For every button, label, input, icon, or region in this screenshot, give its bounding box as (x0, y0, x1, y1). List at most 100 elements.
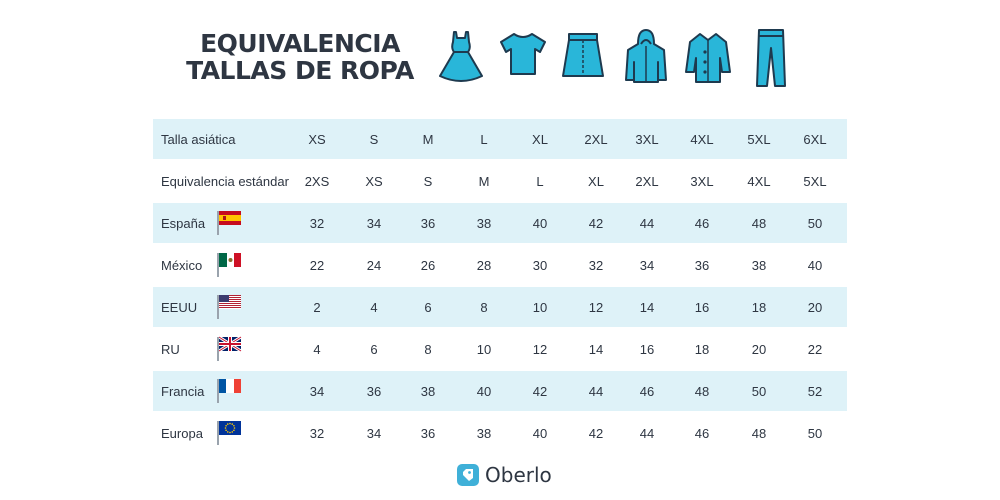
page-title: EQUIVALENCIA TALLAS DE ROPA (180, 30, 420, 84)
table-row: España 32 34 36 38 40 42 44 46 48 50 (153, 203, 847, 243)
title-line-2: TALLAS DE ROPA (186, 56, 414, 85)
table-cell: 4 (370, 299, 378, 315)
table-cell: 50 (751, 383, 767, 399)
table-cell: 14 (588, 341, 604, 357)
table-row: México 22 24 26 28 30 32 34 36 38 40 (153, 243, 847, 287)
row-label: Europa (161, 425, 203, 441)
flag-usa-icon (216, 293, 244, 326)
table-cell: 20 (751, 341, 767, 357)
skirt-icon (562, 33, 604, 77)
table-row: RU 4 6 8 10 12 14 16 18 20 22 (153, 327, 847, 371)
table-cell: 12 (588, 299, 604, 315)
table-row: Francia 34 36 38 40 42 44 46 48 50 52 (153, 371, 847, 411)
table-cell: 32 (309, 215, 325, 231)
hoodie-icon (625, 29, 667, 83)
table-cell: 2XL (584, 131, 608, 147)
table-cell: 12 (532, 341, 548, 357)
row-label: Francia (161, 383, 205, 399)
table-cell: 10 (476, 341, 492, 357)
table-cell: 34 (309, 383, 325, 399)
table-cell: XL (588, 173, 604, 189)
table-cell: 2 (313, 299, 321, 315)
table-cell: 36 (420, 215, 436, 231)
coat-icon (685, 33, 731, 83)
flag-uk-icon (216, 335, 244, 368)
dress-icon (439, 31, 483, 82)
table-cell: 42 (588, 425, 604, 441)
table-row: Equivalencia estándar 2XS XS S M L XL 2XL 3XL 4XL… (153, 159, 847, 203)
oberlo-logo: Oberlo (457, 462, 552, 488)
flag-france-icon (216, 377, 244, 410)
table-cell: L (536, 173, 544, 189)
flag-spain-icon (216, 209, 244, 242)
table-row: EEUU 2 4 6 8 10 12 14 16 18 20 (153, 287, 847, 327)
table-cell: 3XL (690, 173, 714, 189)
table-cell: 36 (366, 383, 382, 399)
table-cell: 8 (424, 341, 432, 357)
table-row: Talla asiática XS S M L XL 2XL 3XL 4XL 5XL 6XL (153, 119, 847, 159)
table-cell: 40 (532, 215, 548, 231)
table-cell: L (480, 131, 488, 147)
table-cell: 22 (309, 257, 325, 273)
table-cell: 10 (532, 299, 548, 315)
table-cell: 44 (588, 383, 604, 399)
table-cell: 3XL (635, 131, 659, 147)
table-cell: 38 (476, 215, 492, 231)
row-label: Equivalencia estándar (161, 173, 289, 189)
table-cell: 38 (751, 257, 767, 273)
logo-text: Oberlo (485, 463, 552, 487)
table-cell: 38 (476, 425, 492, 441)
table-cell: 34 (366, 215, 382, 231)
table-cell: 32 (309, 425, 325, 441)
table-cell: 44 (639, 425, 655, 441)
table-cell: 30 (532, 257, 548, 273)
table-cell: 44 (639, 215, 655, 231)
table-cell: 52 (807, 383, 823, 399)
row-label: RU (161, 341, 180, 357)
table-cell: 16 (639, 341, 655, 357)
table-cell: XS (365, 173, 383, 189)
table-cell: 6 (370, 341, 378, 357)
table-cell: XS (308, 131, 326, 147)
table-cell: 2XL (635, 173, 659, 189)
table-cell: 24 (366, 257, 382, 273)
table-cell: 28 (476, 257, 492, 273)
table-cell: 6XL (803, 131, 827, 147)
table-cell: 50 (807, 215, 823, 231)
table-cell: 4XL (747, 173, 771, 189)
row-label: México (161, 257, 203, 273)
title-line-1: EQUIVALENCIA (200, 29, 400, 58)
table-cell: 48 (751, 215, 767, 231)
table-cell: 34 (639, 257, 655, 273)
table-cell: 26 (420, 257, 436, 273)
table-cell: 5XL (747, 131, 771, 147)
table-cell: 46 (694, 425, 710, 441)
table-cell: 48 (694, 383, 710, 399)
table-cell: 50 (807, 425, 823, 441)
table-cell: 40 (807, 257, 823, 273)
table-row: Europa 32 34 36 38 40 42 44 46 48 50 (153, 411, 847, 455)
row-label: España (161, 215, 206, 231)
table-cell: 38 (420, 383, 436, 399)
table-cell: 18 (694, 341, 710, 357)
table-cell: 46 (639, 383, 655, 399)
table-cell: 42 (588, 215, 604, 231)
table-cell: 40 (476, 383, 492, 399)
table-cell: 14 (639, 299, 655, 315)
flag-mexico-icon (216, 251, 244, 284)
table-cell: 36 (694, 257, 710, 273)
table-cell: 4 (313, 341, 321, 357)
table-cell: XL (532, 131, 548, 147)
table-cell: 4XL (690, 131, 714, 147)
table-cell: 18 (751, 299, 767, 315)
table-cell: S (369, 131, 379, 147)
table-cell: 40 (532, 425, 548, 441)
table-cell: 46 (694, 215, 710, 231)
table-cell: S (423, 173, 433, 189)
table-cell: M (478, 173, 490, 189)
oberlo-logo-icon (457, 464, 479, 486)
row-label: EEUU (161, 299, 198, 315)
tshirt-icon (500, 33, 546, 75)
flag-eu-icon (216, 419, 244, 452)
table-cell: 8 (480, 299, 488, 315)
